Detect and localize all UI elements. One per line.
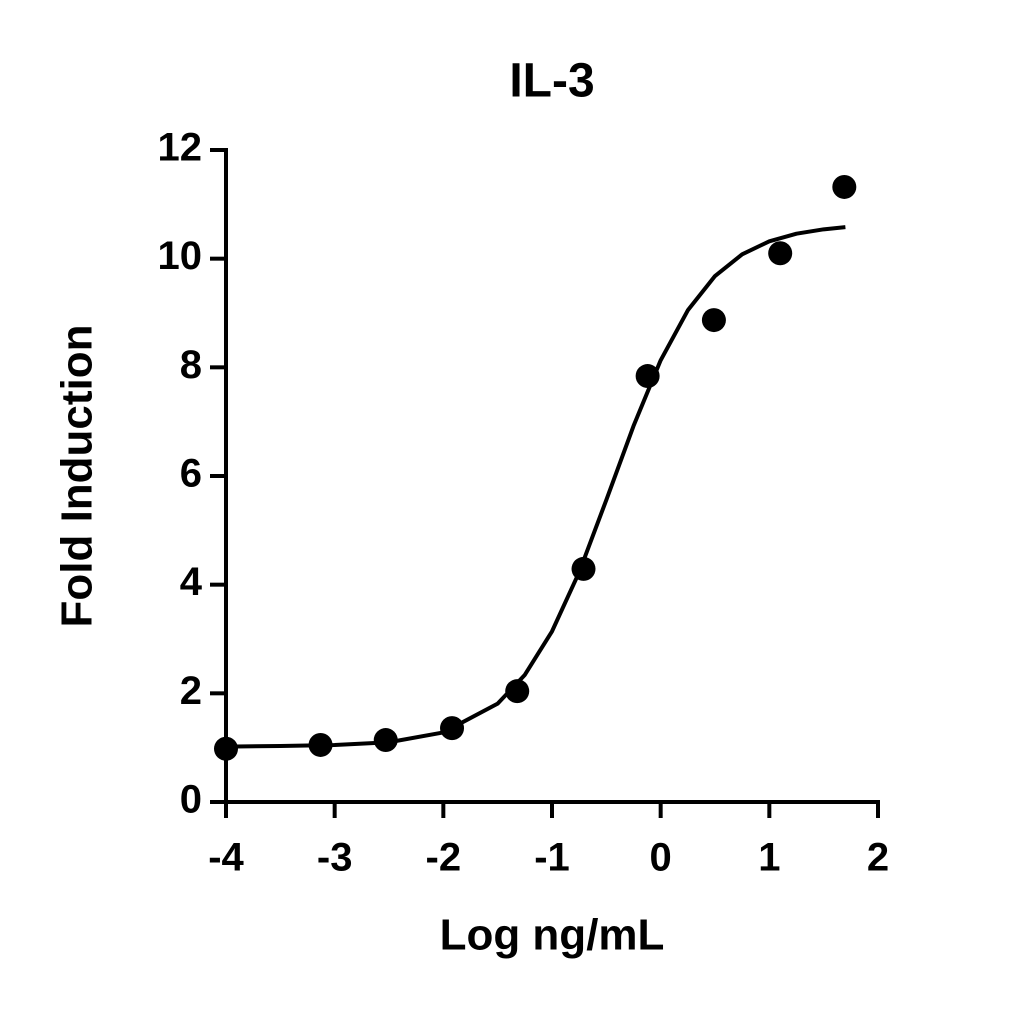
data-point <box>505 679 530 704</box>
data-point <box>214 736 238 761</box>
x-tick-label: 0 <box>650 836 672 880</box>
y-tick-label: 4 <box>180 560 203 604</box>
data-point <box>373 728 398 753</box>
x-tick-label: 1 <box>758 836 780 880</box>
x-tick-label: -4 <box>208 836 244 880</box>
x-tick-label: -2 <box>426 836 462 880</box>
y-tick-label: 8 <box>180 343 202 387</box>
data-point <box>768 241 793 266</box>
y-tick-label: 2 <box>180 669 202 713</box>
chart-title: IL-3 <box>509 55 594 108</box>
data-point <box>701 308 726 333</box>
y-tick-label: 10 <box>158 234 203 278</box>
y-tick-label: 12 <box>158 126 203 170</box>
x-tick-label: -3 <box>317 836 353 880</box>
y-tick-label: 6 <box>180 452 202 496</box>
y-axis-label: Fold Induction <box>53 324 102 627</box>
fit-curve <box>225 225 846 749</box>
data-point <box>832 174 857 199</box>
x-tick-label: -1 <box>534 836 570 880</box>
x-axis-label: Log ng/mL <box>440 911 665 960</box>
x-tick-label: 2 <box>867 836 889 880</box>
y-tick-label: 0 <box>180 778 202 822</box>
